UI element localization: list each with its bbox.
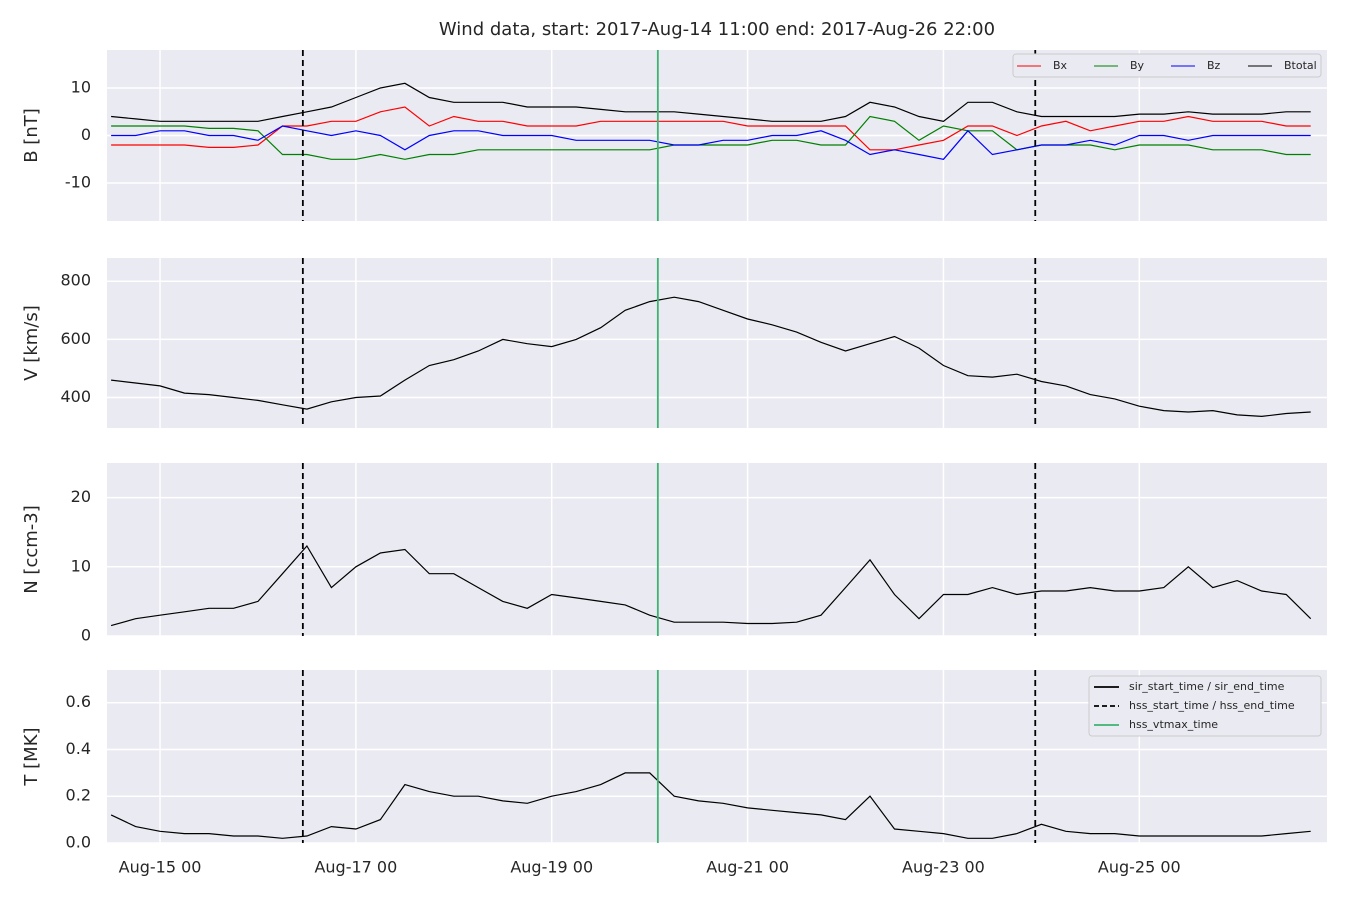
- y-tick-label: 0: [81, 125, 91, 144]
- legend-label: Bx: [1053, 59, 1068, 72]
- legend-box: [1088, 675, 1322, 737]
- legend-label: sir_start_time / sir_end_time: [1129, 680, 1285, 693]
- y-axis-label: B [nT]: [21, 108, 42, 163]
- legend-label: By: [1130, 59, 1145, 72]
- legend-label: Bz: [1207, 59, 1221, 72]
- chart-title: Wind data, start: 2017-Aug-14 11:00 end:…: [439, 19, 995, 40]
- data-line: [110, 772, 1311, 839]
- plot-area: [107, 258, 1327, 428]
- legend-label: Btotal: [1284, 59, 1317, 72]
- y-axis-label: T [MK]: [21, 727, 42, 786]
- y-tick-label: 0: [81, 626, 91, 645]
- plot-area: [107, 463, 1327, 636]
- data-line: [111, 296, 1311, 418]
- y-axis-label: V [km/s]: [21, 305, 42, 380]
- data-line: [111, 125, 1311, 160]
- y-tick-label: 800: [60, 271, 91, 290]
- x-tick-label: Aug-15 00: [119, 858, 202, 877]
- x-tick-label: Aug-25 00: [1098, 858, 1181, 877]
- x-tick-label: Aug-23 00: [902, 858, 985, 877]
- y-tick-label: -10: [65, 173, 91, 192]
- legend-label: hss_vtmax_time: [1129, 718, 1218, 731]
- y-tick-label: 0.6: [66, 692, 91, 711]
- data-line: [111, 106, 1311, 151]
- y-axis-label: N [ccm-3]: [21, 505, 42, 594]
- y-tick-label: 0.0: [66, 833, 91, 852]
- data-line: [111, 115, 1311, 160]
- y-tick-label: 0.4: [66, 739, 91, 758]
- legend-box: [1012, 53, 1322, 78]
- data-line: [110, 544, 1312, 627]
- x-tick-label: Aug-19 00: [510, 858, 593, 877]
- y-tick-label: 10: [71, 78, 91, 97]
- x-tick-label: Aug-21 00: [706, 858, 789, 877]
- y-tick-label: 20: [71, 487, 91, 506]
- y-tick-label: 0.2: [66, 786, 91, 805]
- y-tick-label: 600: [60, 329, 91, 348]
- x-tick-label: Aug-17 00: [314, 858, 397, 877]
- legend-label: hss_start_time / hss_end_time: [1129, 699, 1295, 712]
- data-line: [111, 82, 1311, 122]
- y-tick-label: 10: [71, 556, 91, 575]
- y-tick-label: 400: [60, 387, 91, 406]
